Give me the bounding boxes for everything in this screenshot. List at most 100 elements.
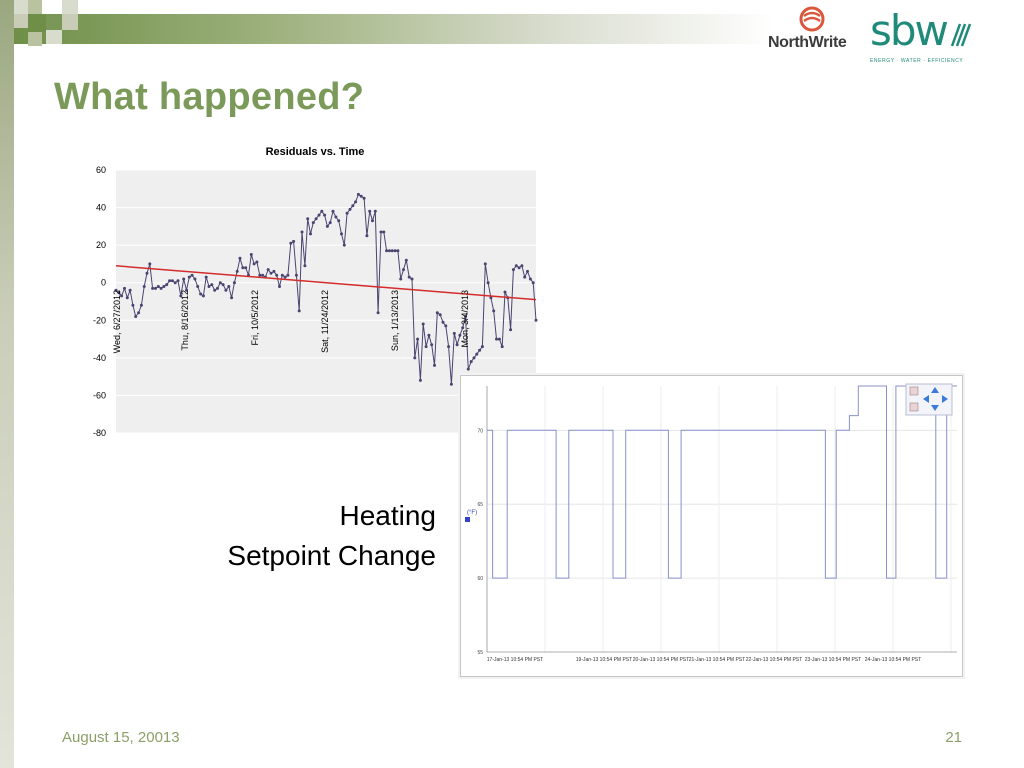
residual-point [151,286,155,290]
residual-point [433,363,436,367]
residual-point [520,264,524,268]
residual-point [159,286,163,290]
sbw-logo: sbw ENERGY · WATER · EFFICIENCY [868,6,978,66]
residual-point [162,285,166,288]
residual-point [458,333,462,337]
residual-point [362,196,366,200]
residual-point [531,281,535,285]
residual-point [483,262,487,266]
residual-point [320,209,324,213]
residual-point [452,331,456,335]
decor-square [28,0,42,14]
zoom-in-icon[interactable] [909,386,919,396]
x-tick-label: Thu, 8/16/2012 [180,290,190,351]
residual-point [500,345,504,349]
residual-point [286,273,290,277]
decor-square [28,32,42,46]
sbw-tagline: ENERGY · WATER · EFFICIENCY [870,58,964,64]
residual-point [416,337,420,341]
residual-point [232,281,236,285]
residual-point [261,273,265,277]
decor-square [46,14,62,30]
residual-point [185,288,188,292]
residual-point [179,294,183,298]
residual-point [503,290,507,294]
x-tick-label: Wed, 6/27/2012 [112,290,122,353]
slide-title: What happened? [54,76,365,118]
residual-point [292,239,296,243]
residual-point [196,285,200,288]
residual-point [190,273,194,277]
residual-point [447,345,451,349]
decor-square [62,14,78,30]
residual-point [131,303,135,307]
residual-point [480,345,484,349]
residual-point [145,271,149,275]
residual-point [351,204,355,208]
residual-point [306,217,310,221]
residual-point [342,243,346,247]
residual-point [534,318,538,322]
residual-point [331,209,335,213]
setpoint-caption: Heating Setpoint Change [160,496,436,576]
residual-point [114,288,118,292]
decor-square [46,30,62,44]
y-tick-label: -80 [93,428,106,438]
trend-line [115,265,537,301]
pan-up-icon[interactable] [931,387,939,393]
residual-point [173,281,177,285]
residual-point [227,285,231,288]
residual-point [269,271,273,275]
residual-point [134,315,138,318]
pan-right-icon[interactable] [942,395,948,403]
residual-point [230,296,234,300]
pan-down-icon[interactable] [931,405,939,411]
residual-point [376,311,380,315]
residual-point [165,283,169,287]
residual-point [492,309,496,313]
residual-point [213,288,217,292]
residual-point [278,285,281,288]
residual-point [399,277,403,281]
residual-point [407,275,411,279]
residual-point [413,356,417,360]
residual-point [238,256,242,260]
residual-point [410,277,414,281]
legend-swatch [465,517,470,522]
residual-point [354,200,358,204]
residual-point [309,232,312,236]
residual-point [187,275,191,279]
residual-point [379,230,383,234]
residual-point [337,219,341,223]
residual-point [241,266,245,270]
residual-point [137,311,141,315]
residual-point [402,268,405,272]
x-tick-label: 17-Jan-13 10:54 PM PST [487,657,543,663]
residual-point [323,213,327,217]
y-tick-label: 65 [477,502,483,508]
zoom-out-icon[interactable] [909,402,919,412]
x-tick-label: Sun, 1/13/2013 [390,290,400,351]
residual-point [123,286,126,290]
residual-point [117,290,121,294]
residual-point [489,296,493,300]
residual-point [120,294,124,298]
residual-point [168,279,172,283]
residual-point [340,232,343,236]
pan-left-icon[interactable] [923,395,929,403]
residual-point [514,264,518,268]
y-tick-label: 20 [96,240,106,250]
y-tick-label: 60 [96,165,106,175]
residual-point [424,345,428,349]
residual-point [272,269,276,273]
residual-point [475,352,479,356]
residual-point [478,348,482,352]
caption-line-1: Heating [339,500,436,531]
residual-point [128,288,132,292]
residual-point [368,209,372,213]
sbw-logo-text: sbw [870,6,949,55]
residual-point [464,315,467,318]
residual-point [486,281,490,285]
residual-point [404,258,408,262]
residual-point [356,192,360,196]
